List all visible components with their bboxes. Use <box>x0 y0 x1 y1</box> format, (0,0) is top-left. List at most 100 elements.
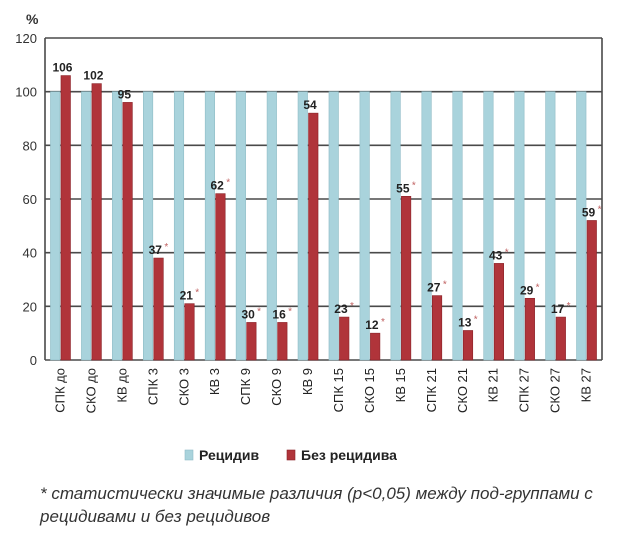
data-label: 95 <box>118 87 132 101</box>
bar-no-recidiv <box>462 330 474 361</box>
bar-recidiv <box>390 91 401 361</box>
significance-asterisk: * <box>598 204 602 215</box>
bar-recidiv <box>421 91 432 361</box>
x-tick-label: СКО 21 <box>455 368 470 413</box>
y-tick-label: 20 <box>23 299 37 314</box>
bar-recidiv <box>483 91 494 361</box>
bar-no-recidiv <box>401 196 412 361</box>
y-tick-label: 80 <box>23 138 37 153</box>
x-tick-label: СПК 15 <box>331 368 346 412</box>
bar-no-recidiv <box>493 263 504 361</box>
y-tick-label: 120 <box>15 31 37 46</box>
bar-recidiv <box>81 91 92 361</box>
x-tick-label: СПК 27 <box>517 368 532 412</box>
x-tick-label: СПК 9 <box>238 368 253 405</box>
data-label: 16 <box>272 307 286 321</box>
x-tick-label: СКО 3 <box>176 368 191 406</box>
data-label: 12 <box>365 318 379 332</box>
legend-label-no-recidiv: Без рецидива <box>301 447 397 463</box>
bar-no-recidiv <box>586 220 597 361</box>
bar-recidiv <box>297 91 308 361</box>
y-tick-label: 60 <box>23 192 37 207</box>
bar-no-recidiv <box>524 297 535 361</box>
x-tick-labels: СПК до СКО до КВ до СПК 3 СКО 3 КВ 3 СПК 9 СКО … <box>52 368 593 413</box>
bar-recidiv <box>143 91 154 361</box>
data-label: 23 <box>334 302 348 316</box>
bar-no-recidiv <box>339 316 350 361</box>
significance-asterisk: * <box>443 280 447 291</box>
data-label: 43 <box>489 248 503 262</box>
data-label: 27 <box>427 281 441 295</box>
bar-no-recidiv <box>308 112 319 361</box>
bar-no-recidiv <box>370 332 381 361</box>
significance-asterisk: * <box>567 301 571 312</box>
significance-asterisk: * <box>474 314 478 325</box>
x-tick-label: КВ 27 <box>579 368 594 402</box>
bar-no-recidiv <box>122 102 133 361</box>
bar-no-recidiv <box>153 257 164 361</box>
x-tick-label: СКО до <box>83 368 98 413</box>
bar-no-recidiv <box>91 83 102 361</box>
x-tick-label: СКО 27 <box>548 368 563 413</box>
x-tick-label: СПК 21 <box>424 368 439 412</box>
data-label: 106 <box>52 61 72 75</box>
bar-recidiv <box>50 91 61 361</box>
data-label: 62 <box>211 179 225 193</box>
significance-asterisk: * <box>288 306 292 317</box>
significance-asterisk: * <box>195 288 199 299</box>
bar-recidiv <box>112 91 123 361</box>
x-tick-label: СКО 15 <box>362 368 377 413</box>
data-label: 55 <box>396 181 410 195</box>
legend-label-recidiv: Рецидив <box>199 447 259 463</box>
grid <box>44 37 603 361</box>
bar-recidiv <box>452 91 463 361</box>
data-label: 59 <box>582 205 596 219</box>
bar-recidiv <box>204 91 215 361</box>
bar-recidiv <box>359 91 370 361</box>
x-tick-label: КВ до <box>114 368 129 403</box>
x-tick-label: СПК 3 <box>145 368 160 405</box>
bar-recidiv <box>173 91 185 361</box>
bar-no-recidiv <box>432 295 443 361</box>
x-tick-label: КВ 15 <box>393 368 408 402</box>
significance-asterisk: * <box>536 282 540 293</box>
bar-recidiv <box>545 91 556 361</box>
legend: Рецидив Без рецидива <box>184 447 397 463</box>
y-tick-label: 40 <box>23 246 37 261</box>
data-label: 102 <box>83 69 103 83</box>
x-tick-label: СКО 9 <box>269 368 284 406</box>
bar-recidiv <box>235 91 246 361</box>
bar-no-recidiv <box>60 75 71 361</box>
bar-recidiv <box>266 91 277 361</box>
y-axis-label: % <box>26 11 39 27</box>
legend-swatch-no-recidiv <box>286 449 296 461</box>
bar-recidiv <box>514 91 525 361</box>
significance-asterisk: * <box>226 178 230 189</box>
data-label: 29 <box>520 283 534 297</box>
y-tick-label: 0 <box>30 353 37 368</box>
bar-no-recidiv <box>246 322 257 361</box>
bar-no-recidiv <box>215 193 226 361</box>
bar-recidiv <box>576 91 587 361</box>
bar-no-recidiv <box>555 316 566 361</box>
significance-asterisk: * <box>381 317 385 328</box>
x-tick-label: КВ 21 <box>486 368 501 402</box>
x-tick-label: СПК до <box>52 368 67 413</box>
y-tick-label: 100 <box>15 85 37 100</box>
bar-no-recidiv <box>184 303 195 361</box>
data-label: 54 <box>303 98 317 112</box>
significance-asterisk: * <box>412 180 416 191</box>
significance-asterisk: * <box>505 247 509 258</box>
data-label: 17 <box>551 302 565 316</box>
data-label: 30 <box>241 307 255 321</box>
significance-asterisk: * <box>257 306 261 317</box>
data-label: 21 <box>180 289 194 303</box>
bar-no-recidiv <box>277 322 288 361</box>
data-label: 13 <box>458 315 472 329</box>
x-tick-label: КВ 3 <box>207 368 222 395</box>
bar-recidiv <box>328 91 339 361</box>
significance-asterisk: * <box>164 242 168 253</box>
x-tick-label: КВ 9 <box>300 368 315 395</box>
